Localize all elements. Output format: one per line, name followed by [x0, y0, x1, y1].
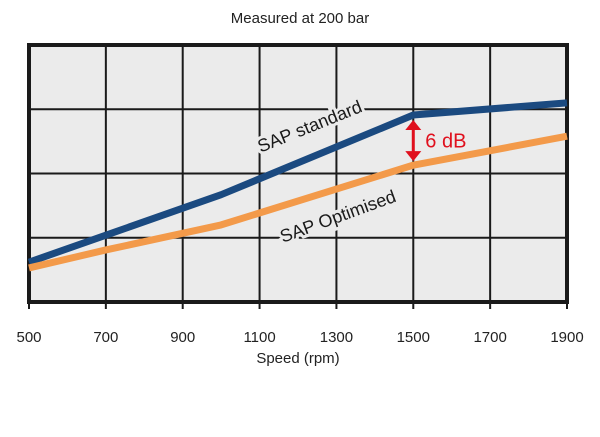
- series-line-sap-optimised: [28, 132, 568, 272]
- series-line-sap-standard: [27, 99, 568, 266]
- x-tick-label: 1300: [320, 329, 353, 346]
- arrow-down-icon: [405, 151, 422, 162]
- x-tick-label: 700: [93, 329, 118, 346]
- x-tick-label: 900: [170, 329, 195, 346]
- x-tick-label: 1900: [550, 329, 583, 346]
- plot-border: [27, 43, 569, 304]
- x-axis-label: Speed (rpm): [256, 350, 339, 367]
- x-tick-label: 1100: [243, 329, 275, 346]
- chart-title: Measured at 200 bar: [231, 10, 369, 27]
- x-tick-label: 500: [16, 329, 41, 346]
- x-tick-label: 1700: [473, 329, 506, 346]
- x-tick-label: 1500: [397, 329, 430, 346]
- annotation-label: 6 dB: [425, 131, 466, 153]
- arrow-up-icon: [405, 120, 422, 131]
